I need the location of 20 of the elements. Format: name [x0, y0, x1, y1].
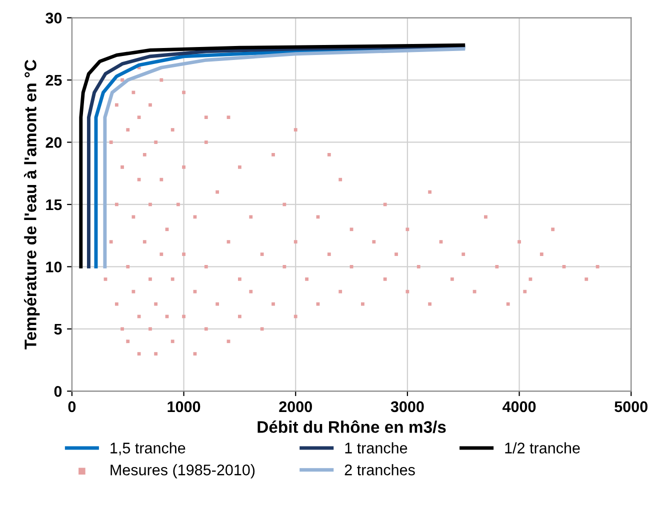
x-tick-label: 4000	[502, 401, 536, 412]
y-tick-label: 20	[46, 137, 62, 148]
x-tick-label: 2000	[279, 401, 312, 412]
x-axis-title: Débit du Rhône en m3/s	[258, 420, 446, 434]
x-tick-label: 1000	[168, 401, 200, 412]
x-tick-label: 0	[68, 401, 76, 412]
y-tick-label: 10	[46, 262, 62, 272]
legend-label: 2 tranches	[344, 464, 415, 476]
x-tick-label: 5000	[614, 401, 648, 412]
y-tick-label: 0	[54, 386, 62, 397]
legend-label: 1/2 tranche	[505, 442, 580, 454]
y-axis-title: Température de l'eau à l'amont en °C	[24, 60, 40, 350]
y-tick-label: 5	[54, 324, 62, 335]
legend-label: 1,5 tranche	[110, 442, 186, 456]
y-tick-label: 25	[46, 74, 62, 86]
y-tick-label: 30	[46, 12, 62, 24]
y-tick-label: 15	[46, 199, 62, 210]
legend-label: Mesures (1985-2010)	[110, 464, 255, 478]
x-tick-label: 3000	[390, 401, 424, 412]
legend-label: 1 tranche	[345, 442, 408, 454]
